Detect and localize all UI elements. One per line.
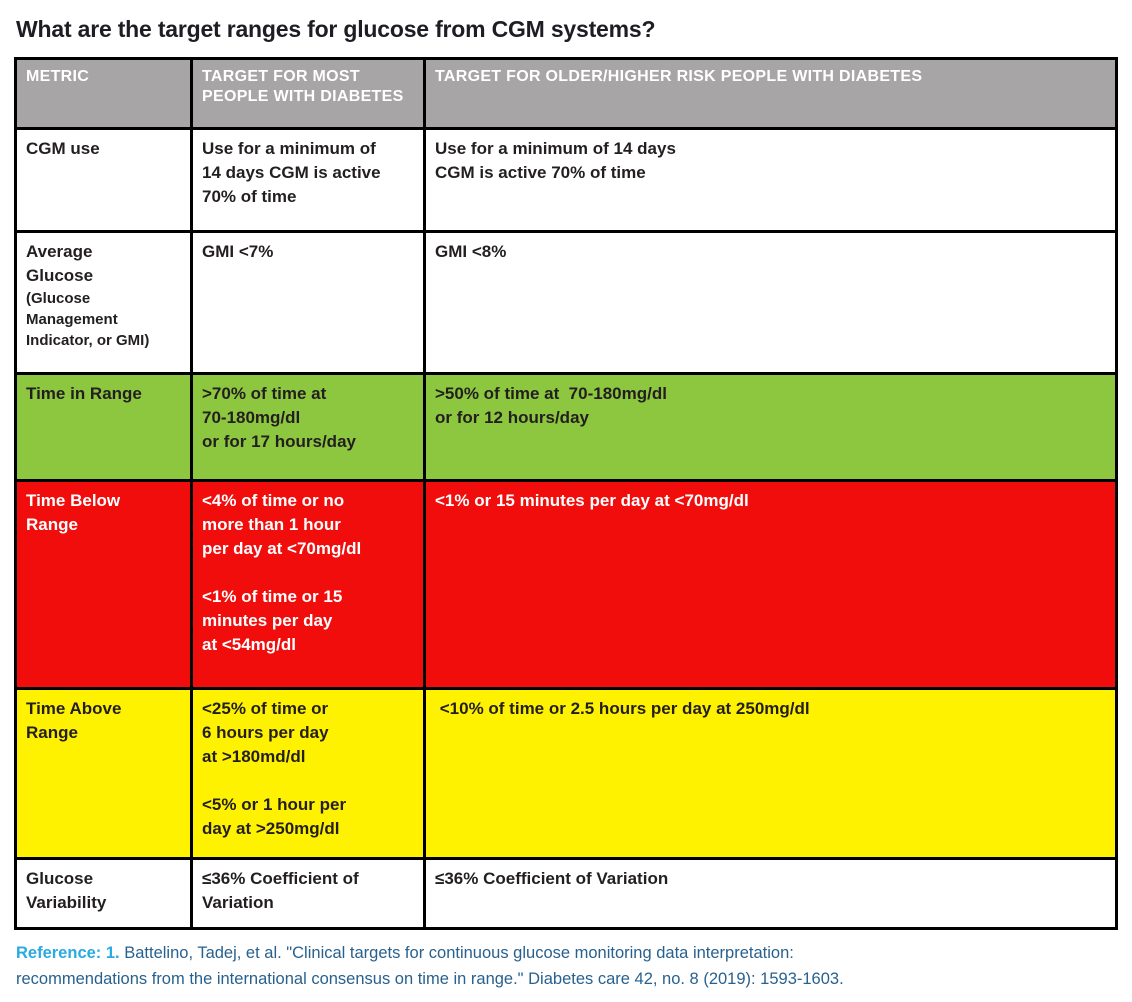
metric-cell: Average Glucose (Glucose Management Indic… — [14, 230, 193, 375]
target-most-cell: >70% of time at 70-180mg/dl or for 17 ho… — [190, 372, 426, 482]
metric-name: Time Above Range — [26, 699, 122, 742]
reference: Reference: 1. Battelino, Tadej, et al. "… — [16, 940, 1116, 992]
reference-text: Battelino, Tadej, et al. "Clinical targe… — [16, 944, 844, 988]
target-older-cell: >50% of time at 70-180mg/dl or for 12 ho… — [423, 372, 1118, 482]
table-row: Time Above Range <25% of time or 6 hours … — [14, 687, 1118, 860]
target-most-cell: <25% of time or 6 hours per day at >180m… — [190, 687, 426, 860]
metric-name: CGM use — [26, 139, 100, 158]
table-row: Average Glucose (Glucose Management Indic… — [14, 230, 1118, 375]
table-body: CGM use Use for a minimum of 14 days CGM … — [14, 127, 1118, 930]
table-header: METRIC TARGET FOR MOST PEOPLE WITH DIABE… — [14, 57, 1118, 130]
col-header-target-older: TARGET FOR OLDER/HIGHER RISK PEOPLE WITH… — [423, 57, 1118, 130]
metric-name: Time in Range — [26, 384, 142, 403]
cgm-targets-table: METRIC TARGET FOR MOST PEOPLE WITH DIABE… — [14, 57, 1118, 930]
target-most-cell: <4% of time or no more than 1 hour per d… — [190, 479, 426, 690]
metric-name: Average Glucose — [26, 242, 94, 285]
col-header-target-most: TARGET FOR MOST PEOPLE WITH DIABETES — [190, 57, 426, 130]
metric-cell: Time Below Range — [14, 479, 193, 690]
target-most-cell: Use for a minimum of 14 days CGM is acti… — [190, 127, 426, 233]
metric-cell: CGM use — [14, 127, 193, 233]
metric-name: Time Below Range — [26, 491, 121, 534]
table-row: Time Below Range <4% of time or no more t… — [14, 479, 1118, 690]
metric-cell: Glucose Variability — [14, 857, 193, 930]
target-most-cell: ≤36% Coefficient of Variation — [190, 857, 426, 930]
table-row: Time in Range >70% of time at 70-180mg/dl… — [14, 372, 1118, 482]
metric-cell: Time Above Range — [14, 687, 193, 860]
metric-cell: Time in Range — [14, 372, 193, 482]
target-older-cell: ≤36% Coefficient of Variation — [423, 857, 1118, 930]
target-older-cell: Use for a minimum of 14 days CGM is acti… — [423, 127, 1118, 233]
page-title: What are the target ranges for glucose f… — [16, 16, 656, 42]
target-older-cell: <1% or 15 minutes per day at <70mg/dl — [423, 479, 1118, 690]
metric-name: Glucose Variability — [26, 869, 107, 912]
table-row: Glucose Variability ≤36% Coefficient of V… — [14, 857, 1118, 930]
target-older-cell: <10% of time or 2.5 hours per day at 250… — [423, 687, 1118, 860]
table-row: CGM use Use for a minimum of 14 days CGM … — [14, 127, 1118, 233]
col-header-metric: METRIC — [14, 57, 193, 130]
metric-subtext: (Glucose Management Indicator, or GMI) — [26, 290, 150, 349]
header-row: METRIC TARGET FOR MOST PEOPLE WITH DIABE… — [14, 57, 1118, 130]
reference-label: Reference: 1. — [16, 944, 120, 962]
target-most-cell: GMI <7% — [190, 230, 426, 375]
target-older-cell: GMI <8% — [423, 230, 1118, 375]
